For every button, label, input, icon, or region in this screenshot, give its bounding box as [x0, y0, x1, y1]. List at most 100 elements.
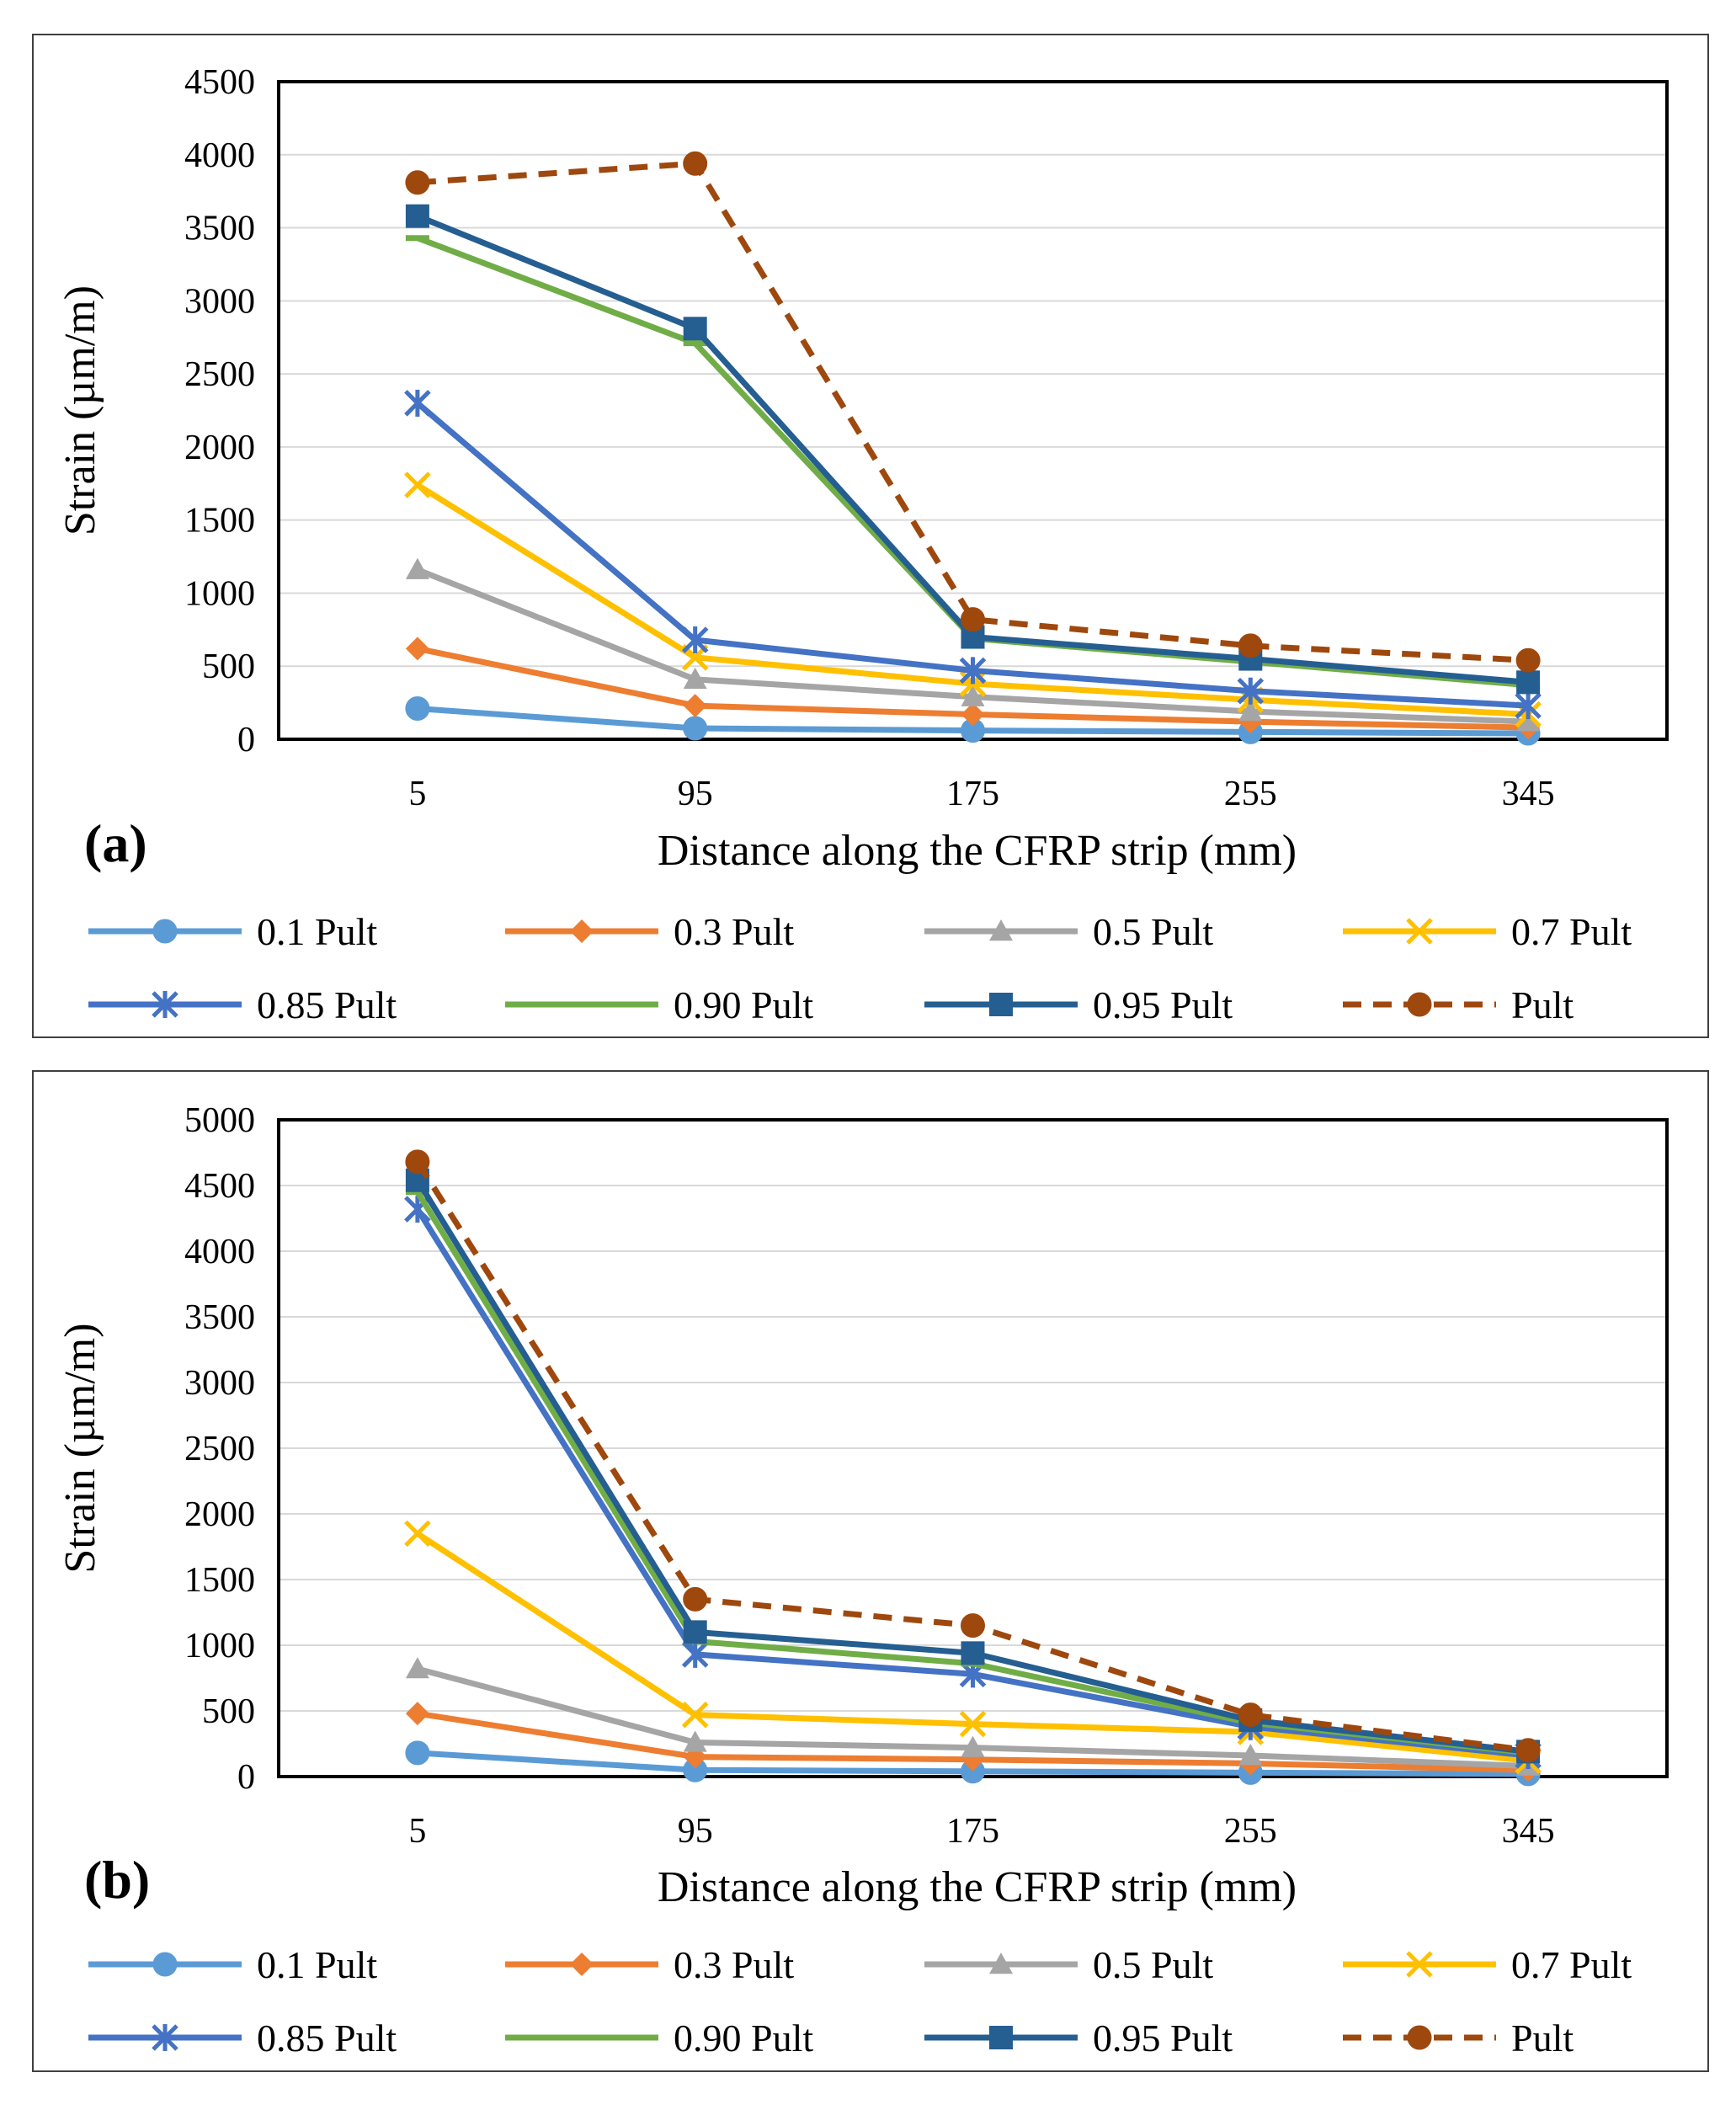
data-point — [1238, 1744, 1263, 1766]
x-tick-label: 95 — [678, 775, 713, 813]
data-point — [683, 1730, 707, 1752]
y-tick-label: 2500 — [184, 355, 255, 394]
y-axis-title: Strain (µm/m) — [56, 1323, 104, 1573]
legend-marker — [152, 991, 178, 1018]
x-tick-label: 95 — [678, 1812, 713, 1851]
data-point — [683, 151, 708, 176]
data-point — [1516, 710, 1541, 732]
series-line-pult — [417, 160, 1529, 663]
data-point — [683, 1620, 707, 1644]
series-pult — [405, 1149, 1541, 1763]
data-point — [405, 1657, 429, 1679]
y-tick-label: 0 — [237, 1758, 255, 1797]
data-point — [405, 637, 429, 661]
series-pult — [405, 151, 1541, 673]
y-tick-label: 3000 — [184, 1364, 255, 1403]
legend-marker — [989, 919, 1013, 941]
chart-panel-b: 0 500 1000 1500 2000 2500 3000 3500 4000 4500 5000… — [32, 1070, 1709, 2072]
data-point — [404, 1520, 431, 1548]
legend-marker — [1406, 918, 1433, 945]
y-tick-label: 1000 — [184, 574, 255, 613]
series-0-85-pult — [404, 389, 1542, 720]
data-point — [1515, 1738, 1541, 1763]
series-0-85-pult — [404, 1196, 1542, 1770]
legend-marker — [152, 1952, 178, 1977]
legend-item-0-90-pult: 0.90 Pult — [505, 983, 813, 1026]
data-point — [405, 1149, 430, 1175]
series-0-95-pult — [405, 204, 1541, 695]
x-tick-label: 345 — [1502, 775, 1555, 813]
data-point — [404, 389, 431, 417]
y-tick-label: 1500 — [184, 1561, 255, 1600]
data-point — [961, 607, 985, 632]
y-tick-label: 2500 — [184, 1430, 255, 1468]
data-point — [681, 626, 709, 653]
legend-label: 0.1 Pult — [257, 910, 377, 953]
data-point — [405, 1740, 430, 1766]
x-tick-label: 5 — [408, 775, 426, 813]
legend-marker — [989, 993, 1013, 1016]
legend-marker — [570, 1953, 594, 1976]
x-tick-label: 175 — [946, 775, 999, 813]
data-point — [681, 1640, 709, 1668]
legend-item-0-90-pult: 0.90 Pult — [505, 2017, 813, 2059]
data-point — [1515, 647, 1541, 673]
legend-label: 0.3 Pult — [674, 910, 794, 953]
data-point — [961, 1735, 985, 1757]
data-point — [1516, 670, 1541, 695]
y-tick-label: 4500 — [184, 1167, 255, 1206]
y-tick-label: 1000 — [184, 1627, 255, 1665]
legend-item-0-3-pult: 0.3 Pult — [505, 910, 794, 953]
legend-label: 0.90 Pult — [674, 983, 813, 1026]
data-point — [961, 1641, 985, 1665]
y-tick-label: 2000 — [184, 1495, 255, 1534]
series-0-5-pult — [405, 557, 1541, 732]
legend-item-pult: Pult — [1343, 2017, 1574, 2059]
legend-marker — [1407, 2025, 1432, 2050]
legend: 0.1 Pult 0.3 Pult 0.5 Pult 0.7 Pult 0.85 Pul… — [88, 1943, 1632, 2059]
legend-label: 0.7 Pult — [1511, 1943, 1632, 1986]
data-point — [1238, 700, 1263, 722]
y-tick-label: 3000 — [184, 282, 255, 321]
y-tick-label: 5000 — [184, 1101, 255, 1140]
data-point — [959, 1710, 987, 1738]
y-tick-label: 500 — [202, 1692, 255, 1731]
chart-b-svg: 0 500 1000 1500 2000 2500 3000 3500 4000 4500 5000… — [56, 1101, 1669, 2059]
chart-a-svg: 0 500 1000 1500 2000 2500 3000 3500 4000 4500 5 95 1… — [56, 63, 1669, 1026]
data-point — [405, 170, 430, 195]
legend-item-0-85-pult: 0.85 Pult — [88, 2017, 397, 2059]
y-tick-label: 3500 — [184, 1298, 255, 1337]
legend-marker — [1406, 1951, 1433, 1978]
x-axis-title: Distance along the CFRP strip (mm) — [658, 1863, 1297, 1911]
legend-item-0-7-pult: 0.7 Pult — [1343, 1943, 1632, 1986]
data-point — [683, 667, 707, 690]
legend-item-0-85-pult: 0.85 Pult — [88, 983, 397, 1026]
series-0-5-pult — [405, 1657, 1541, 1776]
legend-item-0-7-pult: 0.7 Pult — [1343, 910, 1632, 953]
legend-item-0-1-pult: 0.1 Pult — [88, 1943, 377, 1986]
data-point — [405, 1702, 429, 1726]
legend-label: Pult — [1511, 983, 1574, 1026]
panel-label-b: (b) — [84, 1850, 150, 1910]
data-point — [961, 685, 985, 706]
legend-item-0-1-pult: 0.1 Pult — [88, 910, 377, 953]
data-point — [1238, 633, 1263, 658]
legend-item-0-95-pult: 0.95 Pult — [924, 2017, 1233, 2059]
legend-item-0-5-pult: 0.5 Pult — [924, 910, 1213, 953]
data-point — [1515, 692, 1542, 720]
legend-marker — [152, 2024, 178, 2051]
x-tick-label: 175 — [946, 1812, 999, 1851]
x-axis-title: Distance along the CFRP strip (mm) — [658, 827, 1297, 875]
legend-label: 0.85 Pult — [257, 2017, 397, 2059]
x-tick-label: 345 — [1502, 1812, 1555, 1851]
y-tick-label: 4000 — [184, 1233, 255, 1271]
y-tick-label: 4500 — [184, 63, 255, 102]
data-point — [683, 317, 707, 341]
chart-panel-a: 0 500 1000 1500 2000 2500 3000 3500 4000 4500 5 95 1… — [32, 34, 1709, 1038]
y-tick-label: 0 — [237, 721, 255, 759]
legend-label: 0.95 Pult — [1093, 983, 1233, 1026]
legend-item-0-5-pult: 0.5 Pult — [924, 1943, 1213, 1986]
legend-label: 0.5 Pult — [1093, 910, 1213, 953]
data-point — [1237, 677, 1265, 705]
legend-label: 0.85 Pult — [257, 983, 397, 1026]
